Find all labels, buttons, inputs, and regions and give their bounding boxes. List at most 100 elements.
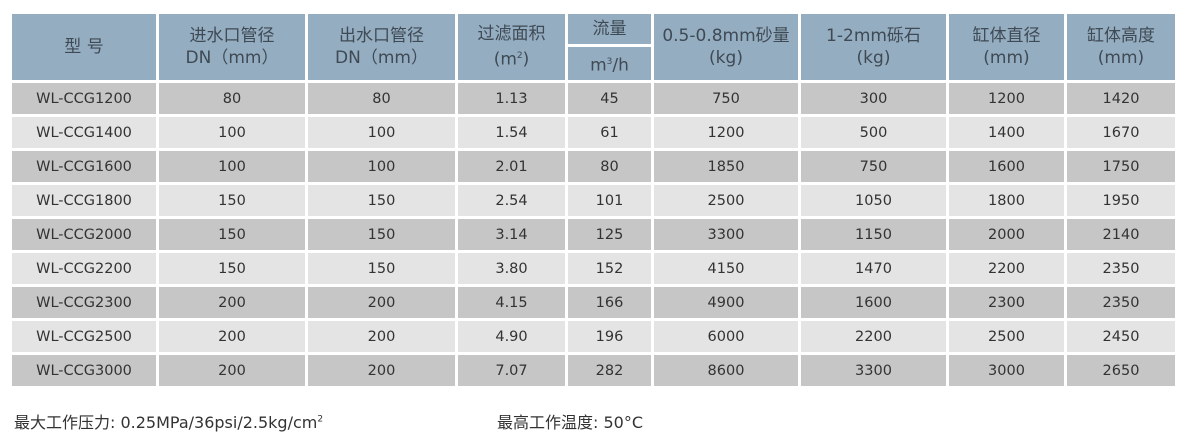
cell-height: 2650 <box>1067 355 1175 386</box>
header-height: 缸体高度 (mm) <box>1067 14 1175 80</box>
table-row: WL-CCG1800 150 150 2.54 101 2500 1050 1800 1950 <box>12 185 1175 216</box>
cell-diameter: 2200 <box>949 253 1064 284</box>
header-flow: 流量 <box>568 14 651 44</box>
cell-model: WL-CCG2000 <box>12 219 156 250</box>
cell-height: 1420 <box>1067 83 1175 114</box>
cell-flow: 45 <box>568 83 651 114</box>
spec-table: 型 号 进水口管径 DN（mm） 出水口管径 DN（mm） 过滤面积 (m2) 流量 … <box>9 11 1178 389</box>
table-row: WL-CCG2300 200 200 4.15 166 4900 1600 2300 2350 <box>12 287 1175 318</box>
max-pressure-note: 最大工作压力: 0.25MPa/36psi/2.5kg/cm2 <box>14 409 323 433</box>
header-diameter: 缸体直径 (mm) <box>949 14 1064 80</box>
header-inlet-line2: DN（mm） <box>185 48 279 68</box>
cell-gravel: 500 <box>801 117 946 148</box>
table-row: WL-CCG2500 200 200 4.90 196 6000 2200 2500 2450 <box>12 321 1175 352</box>
cell-model: WL-CCG2500 <box>12 321 156 352</box>
cell-sand: 2500 <box>654 185 798 216</box>
header-area-close: ) <box>522 49 530 70</box>
max-pressure-sup: 2 <box>317 414 324 425</box>
cell-area: 2.01 <box>458 151 565 182</box>
cell-model: WL-CCG1600 <box>12 151 156 182</box>
header-sand: 0.5-0.8mm砂量 (kg) <box>654 14 798 80</box>
header-area-line1: 过滤面积 <box>477 24 546 45</box>
header-flow-unit-h: /h <box>612 55 629 76</box>
cell-inlet: 200 <box>159 355 305 386</box>
header-height-line1: 缸体高度 <box>1087 26 1155 46</box>
cell-outlet: 200 <box>308 321 455 352</box>
header-diameter-line2: (mm) <box>983 48 1030 68</box>
header-model: 型 号 <box>12 14 156 80</box>
header-outlet: 出水口管径 DN（mm） <box>308 14 455 80</box>
cell-height: 2140 <box>1067 219 1175 250</box>
cell-model: WL-CCG1200 <box>12 83 156 114</box>
cell-sand: 1850 <box>654 151 798 182</box>
header-area: 过滤面积 (m2) <box>458 14 565 80</box>
header-diameter-line1: 缸体直径 <box>972 26 1041 46</box>
cell-gravel: 300 <box>801 83 946 114</box>
cell-height: 2350 <box>1067 287 1175 318</box>
header-gravel: 1-2mm砾石 (kg) <box>801 14 946 80</box>
cell-area: 1.13 <box>458 83 565 114</box>
cell-flow: 80 <box>568 151 651 182</box>
cell-height: 1750 <box>1067 151 1175 182</box>
cell-flow: 282 <box>568 355 651 386</box>
cell-area: 3.14 <box>458 219 565 250</box>
table-row: WL-CCG1400 100 100 1.54 61 1200 500 1400 1670 <box>12 117 1175 148</box>
cell-diameter: 1800 <box>949 185 1064 216</box>
cell-model: WL-CCG2200 <box>12 253 156 284</box>
cell-flow: 61 <box>568 117 651 148</box>
cell-outlet: 100 <box>308 117 455 148</box>
cell-outlet: 100 <box>308 151 455 182</box>
max-pressure-text: 最大工作压力: 0.25MPa/36psi/2.5kg/cm <box>14 413 318 432</box>
header-outlet-line1: 出水口管径 <box>339 26 424 46</box>
cell-outlet: 150 <box>308 185 455 216</box>
cell-flow: 152 <box>568 253 651 284</box>
header-area-unit: (m <box>493 49 517 70</box>
table-row: WL-CCG2000 150 150 3.14 125 3300 1150 2000 2140 <box>12 219 1175 250</box>
cell-gravel: 1050 <box>801 185 946 216</box>
cell-diameter: 1600 <box>949 151 1064 182</box>
cell-gravel: 750 <box>801 151 946 182</box>
cell-outlet: 150 <box>308 219 455 250</box>
cell-inlet: 100 <box>159 117 305 148</box>
cell-sand: 4900 <box>654 287 798 318</box>
cell-gravel: 1150 <box>801 219 946 250</box>
cell-sand: 8600 <box>654 355 798 386</box>
header-outlet-line2: DN（mm） <box>335 48 428 68</box>
header-sand-line1: 0.5-0.8mm砂量 <box>662 26 790 46</box>
cell-sand: 6000 <box>654 321 798 352</box>
cell-inlet: 150 <box>159 253 305 284</box>
cell-model: WL-CCG3000 <box>12 355 156 386</box>
cell-inlet: 100 <box>159 151 305 182</box>
cell-area: 1.54 <box>458 117 565 148</box>
header-inlet: 进水口管径 DN（mm） <box>159 14 305 80</box>
cell-inlet: 200 <box>159 321 305 352</box>
cell-outlet: 200 <box>308 287 455 318</box>
cell-model: WL-CCG2300 <box>12 287 156 318</box>
cell-height: 1670 <box>1067 117 1175 148</box>
cell-diameter: 3000 <box>949 355 1064 386</box>
cell-outlet: 200 <box>308 355 455 386</box>
header-gravel-line1: 1-2mm砾石 <box>826 26 921 46</box>
cell-height: 2450 <box>1067 321 1175 352</box>
cell-inlet: 80 <box>159 83 305 114</box>
cell-outlet: 80 <box>308 83 455 114</box>
cell-flow: 166 <box>568 287 651 318</box>
cell-area: 2.54 <box>458 185 565 216</box>
header-sand-line2: (kg) <box>709 48 743 68</box>
cell-flow: 196 <box>568 321 651 352</box>
table-row: WL-CCG3000 200 200 7.07 282 8600 3300 3000 2650 <box>12 355 1175 386</box>
cell-model: WL-CCG1400 <box>12 117 156 148</box>
header-area-sup: 2 <box>516 51 523 62</box>
header-inlet-line1: 进水口管径 <box>189 26 275 46</box>
cell-diameter: 2500 <box>949 321 1064 352</box>
cell-sand: 4150 <box>654 253 798 284</box>
cell-outlet: 150 <box>308 253 455 284</box>
header-flow-unit-m: m <box>590 55 607 76</box>
cell-height: 2350 <box>1067 253 1175 284</box>
cell-gravel: 1470 <box>801 253 946 284</box>
table-row: WL-CCG1200 80 80 1.13 45 750 300 1200 1420 <box>12 83 1175 114</box>
cell-height: 1950 <box>1067 185 1175 216</box>
table-row: WL-CCG1600 100 100 2.01 80 1850 750 1600 1750 <box>12 151 1175 182</box>
cell-diameter: 1200 <box>949 83 1064 114</box>
cell-area: 7.07 <box>458 355 565 386</box>
